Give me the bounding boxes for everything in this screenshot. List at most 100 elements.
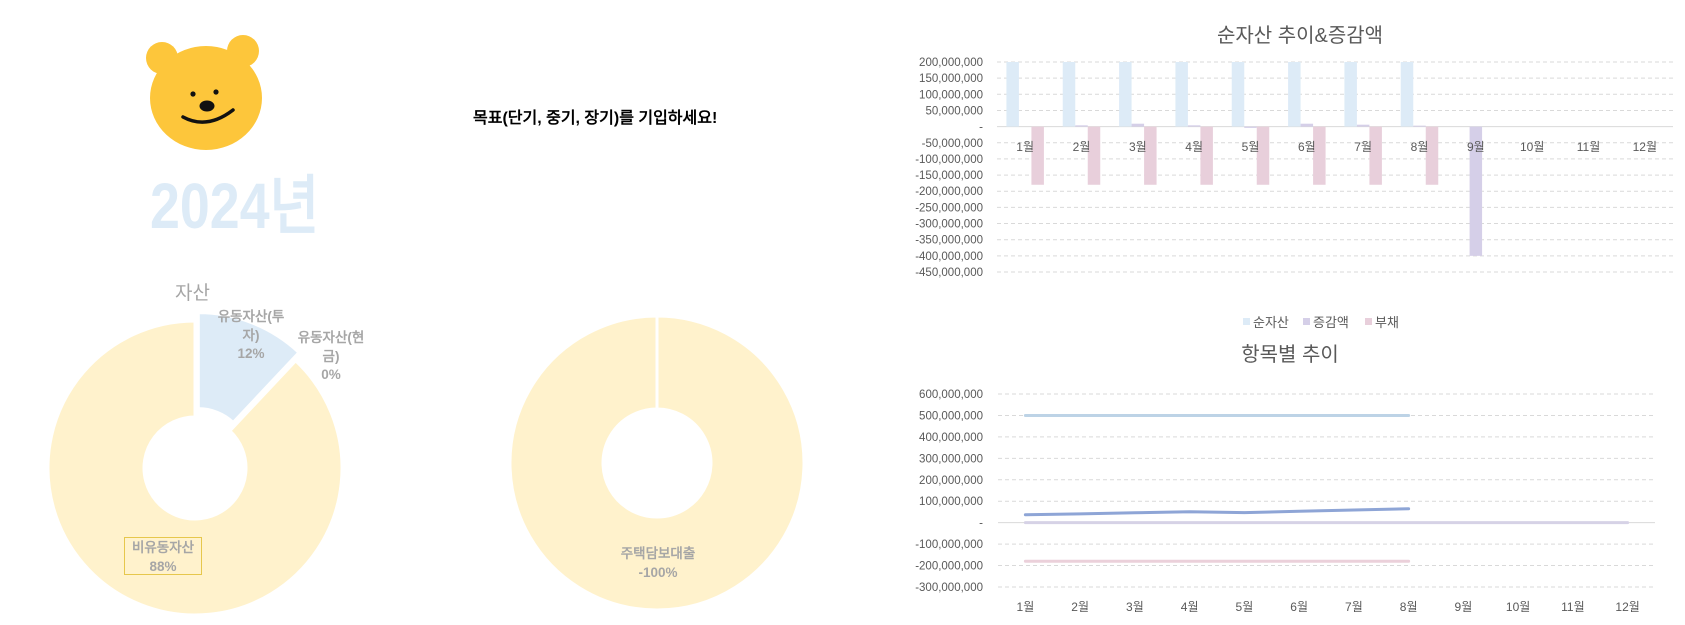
x-tick-label: 11월 (1577, 140, 1601, 154)
x-tick-label: 2월 (1071, 600, 1089, 614)
y-tick-label: 150,000,000 (919, 73, 983, 85)
y-tick-label: -100,000,000 (915, 539, 983, 551)
x-tick-label: 7월 (1354, 140, 1372, 154)
bar[interactable] (1369, 126, 1382, 185)
donut-slice[interactable] (46, 319, 344, 617)
liability-donut-chart[interactable] (508, 314, 806, 612)
bar[interactable] (1200, 126, 1213, 185)
asset-chart-title: 자산 (175, 283, 210, 304)
bar[interactable] (1062, 62, 1076, 127)
pie-label-line: 금) (322, 348, 340, 364)
bar[interactable] (1144, 126, 1157, 185)
y-tick-label: 200,000,000 (919, 57, 983, 69)
y-tick-label: -100,000,000 (915, 154, 983, 166)
legend-label[interactable]: 순자산 (1253, 315, 1289, 330)
pie-label-liquid-cash: 유동자산(현 금) 0% (298, 329, 365, 385)
x-tick-label: 3월 (1129, 140, 1147, 154)
goal-prompt[interactable]: 목표(단기, 중기, 장기)를 기입하세요! (473, 110, 718, 127)
y-tick-label: 600,000,000 (919, 389, 983, 401)
pie-label-line: 비유동자산 (131, 540, 195, 555)
x-tick-label: 9월 (1455, 600, 1473, 614)
x-tick-label: 1월 (1017, 600, 1035, 614)
bear-face-icon (146, 35, 262, 150)
x-tick-label: 12월 (1633, 140, 1657, 154)
y-tick-label: 400,000,000 (919, 432, 983, 444)
bar[interactable] (1400, 62, 1414, 127)
pie-label-line: 주택담보대출 (620, 546, 696, 561)
bar[interactable] (1288, 62, 1301, 127)
pie-label-percent: 0% (321, 367, 341, 382)
bar[interactable] (1256, 126, 1270, 185)
bar[interactable] (1087, 126, 1101, 185)
y-tick-label: 50,000,000 (925, 105, 983, 117)
year-title: 2024년 (150, 170, 320, 242)
bar[interactable] (1244, 126, 1257, 128)
bar[interactable] (1175, 62, 1188, 127)
bar[interactable] (1413, 125, 1426, 127)
bar[interactable] (1344, 62, 1357, 127)
net-asset-bar-chart[interactable]: 순자산 추이&증감액 200,000,000 150,000,000 100,000,… (915, 24, 1673, 330)
y-tick-label: -200,000,000 (915, 186, 983, 198)
x-tick-label: 6월 (1290, 600, 1308, 614)
y-tick-label: -400,000,000 (915, 251, 983, 263)
x-tick-label: 11월 (1561, 600, 1585, 614)
x-tick-label: 5월 (1236, 600, 1254, 614)
x-tick-label: 5월 (1242, 140, 1260, 154)
x-tick-label: 9월 (1467, 140, 1485, 154)
y-tick-label: - (979, 518, 983, 530)
item-trend-line-chart[interactable]: 항목별 추이 600,000,000 500,000,000 400,000,000 3… (915, 343, 1655, 614)
y-tick-label: -250,000,000 (915, 202, 983, 214)
x-tick-label: 10월 (1506, 600, 1530, 614)
bar[interactable] (1187, 125, 1201, 127)
y-tick-label: -300,000,000 (915, 219, 983, 231)
pie-label-mortgage: 주택담보대출 -100% (621, 545, 696, 582)
donut-slice[interactable] (508, 314, 806, 612)
pie-label-line: 유동자산(투 (217, 309, 285, 324)
y-tick-label: -150,000,000 (915, 170, 983, 182)
y-tick-label: 200,000,000 (919, 475, 983, 487)
bar[interactable] (1300, 123, 1314, 127)
x-tick-label: 4월 (1181, 600, 1199, 614)
bar[interactable] (1356, 124, 1370, 127)
bar[interactable] (1231, 62, 1245, 127)
x-tick-label: 7월 (1345, 600, 1363, 614)
pie-label-percent: 12% (237, 346, 265, 361)
x-tick-label: 8월 (1400, 600, 1418, 614)
y-tick-label: -200,000,000 (915, 561, 983, 573)
bar[interactable] (1131, 123, 1145, 127)
y-tick-label: 100,000,000 (919, 496, 983, 508)
x-tick-label: 12월 (1615, 600, 1639, 614)
x-tick-label: 8월 (1411, 140, 1429, 154)
bar[interactable] (1006, 62, 1019, 127)
series-line[interactable] (1023, 507, 1411, 517)
bar[interactable] (1313, 126, 1326, 185)
pie-label-liquid-invest: 유동자산(투 자) 12% (218, 308, 285, 364)
donut-slice[interactable] (196, 311, 302, 425)
pie-label-line: 유동자산(현 (297, 330, 365, 345)
legend-swatch (1243, 318, 1250, 325)
chart-title: 순자산 추이&증감액 (1217, 24, 1383, 47)
pie-label-line: 자) (242, 327, 260, 343)
y-tick-label: -50,000,000 (922, 138, 983, 150)
bar[interactable] (1031, 126, 1044, 185)
pie-label-percent: -100% (638, 564, 678, 580)
chart-title: 항목별 추이 (1241, 343, 1339, 366)
bar[interactable] (1469, 126, 1483, 256)
asset-donut-chart[interactable] (46, 311, 344, 617)
y-tick-label: 100,000,000 (919, 89, 983, 101)
y-tick-label: - (979, 122, 983, 134)
legend-label[interactable]: 증감액 (1313, 315, 1349, 330)
bar[interactable] (1119, 62, 1132, 127)
chart-legend: 순자산 증감액 부채 (1243, 315, 1399, 330)
y-tick-label: -450,000,000 (915, 267, 983, 279)
bar[interactable] (1425, 126, 1439, 185)
legend-label[interactable]: 부채 (1375, 315, 1399, 330)
y-tick-label: 300,000,000 (919, 453, 983, 465)
y-tick-label: 500,000,000 (919, 410, 983, 422)
x-tick-label: 2월 (1073, 140, 1091, 154)
y-tick-label: -300,000,000 (915, 582, 983, 594)
pie-label-non-liquid[interactable]: 비유동자산 88% (124, 537, 202, 575)
pie-label-percent: 88% (149, 558, 177, 574)
bar[interactable] (1075, 125, 1088, 127)
